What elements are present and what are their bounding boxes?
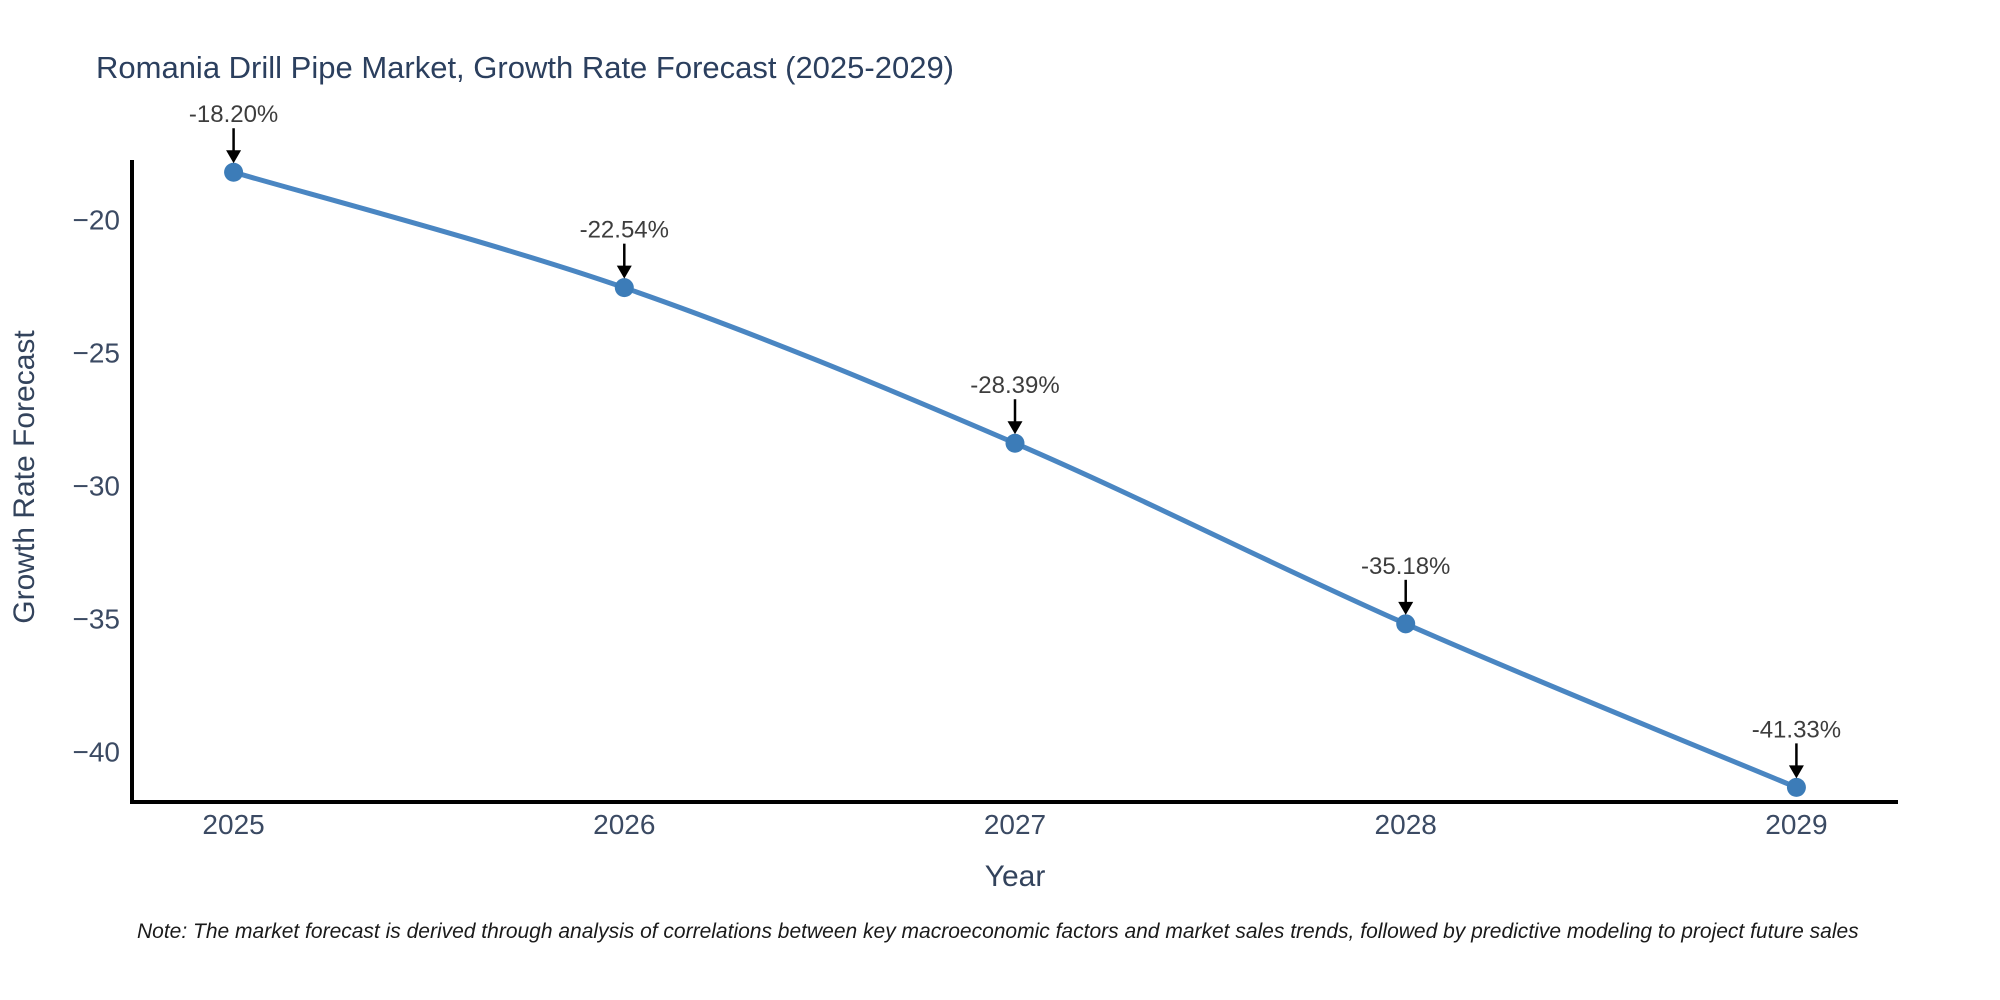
point-value-label: -18.20% xyxy=(189,101,278,128)
x-axis-title: Year xyxy=(985,860,1046,893)
data-point-marker xyxy=(1005,433,1025,453)
annotation-arrowhead-icon xyxy=(226,150,242,164)
data-point-marker xyxy=(614,278,634,298)
y-axis-title: Growth Rate Forecast xyxy=(8,330,41,624)
y-tick-label: −30 xyxy=(73,471,121,502)
annotation-arrowhead-icon xyxy=(1007,421,1023,435)
point-annotations: -18.20% -22.54% -28.39% -35.18% -41.33% xyxy=(189,101,1841,779)
data-point-marker xyxy=(1786,777,1806,797)
axes: −20 −25 −30 −35 −40 2025 2026 2027 2028 2029 xyxy=(73,160,1898,840)
x-tick-label: 2026 xyxy=(593,809,655,840)
x-tick-label: 2027 xyxy=(984,809,1046,840)
chart-title: Romania Drill Pipe Market, Growth Rate F… xyxy=(96,50,954,85)
y-tick-label: −35 xyxy=(73,604,121,635)
y-tick-label: −20 xyxy=(73,205,121,236)
footnote: Note: The market forecast is derived thr… xyxy=(137,920,1859,943)
x-tick-label: 2025 xyxy=(202,809,264,840)
forecast-line xyxy=(231,169,1799,790)
point-value-label: -35.18% xyxy=(1361,553,1450,580)
point-value-label: -22.54% xyxy=(580,217,669,244)
data-point-marker xyxy=(224,162,244,182)
x-tick-label: 2028 xyxy=(1375,809,1437,840)
data-point-marker xyxy=(1396,614,1416,634)
annotation-arrowhead-icon xyxy=(1788,765,1804,779)
annotation-arrowhead-icon xyxy=(1398,601,1414,615)
y-tick-label: −25 xyxy=(73,338,121,369)
point-value-label: -41.33% xyxy=(1752,716,1841,743)
x-tick-label: 2029 xyxy=(1765,809,1827,840)
annotation-arrowhead-icon xyxy=(616,265,632,279)
point-value-label: -28.39% xyxy=(970,372,1059,399)
y-tick-label: −40 xyxy=(73,737,121,768)
data-series xyxy=(224,162,1806,797)
